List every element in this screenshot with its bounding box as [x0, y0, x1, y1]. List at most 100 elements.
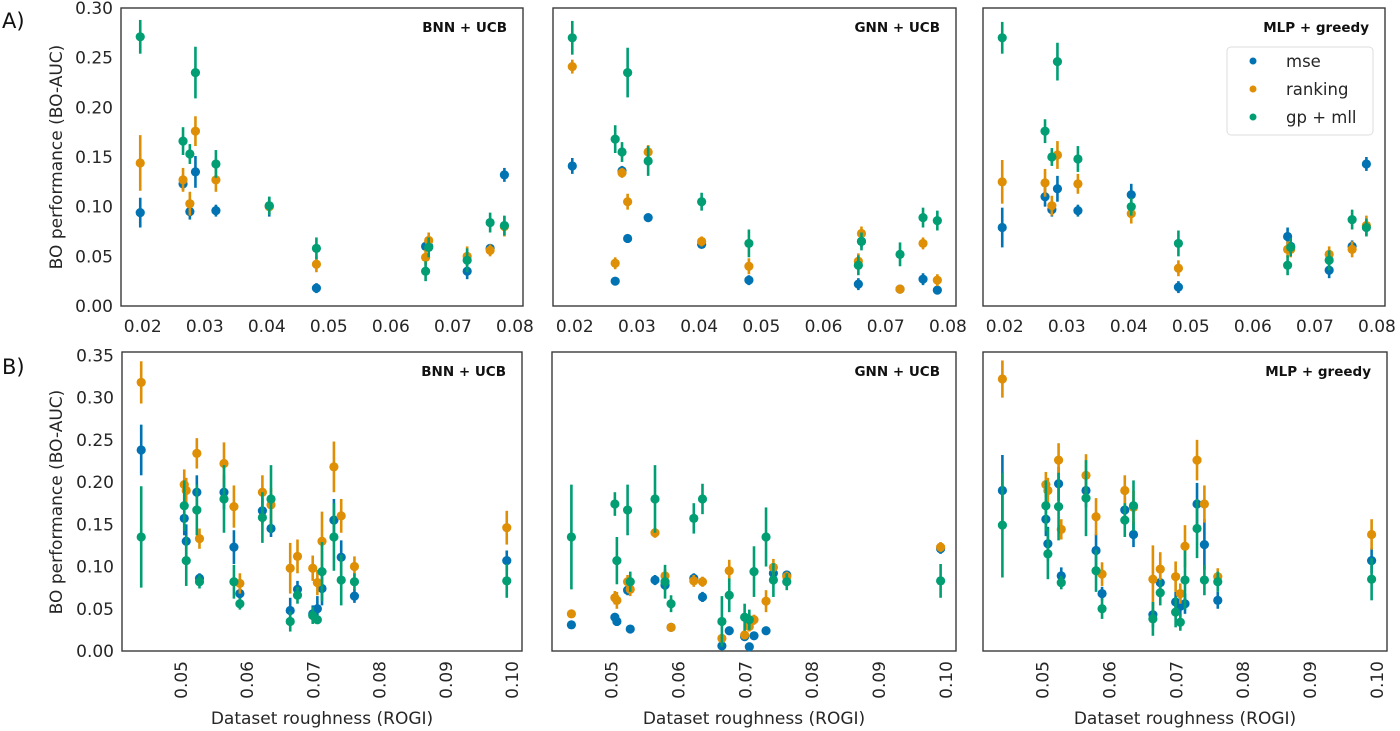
legend-box: [1226, 46, 1374, 136]
series-mse: [135, 156, 509, 294]
data-point: [697, 577, 708, 587]
data-point: [336, 511, 346, 521]
data-point: [257, 512, 267, 523]
series-gp-mll: [566, 465, 946, 647]
legend-label-ranking: ranking: [1286, 80, 1348, 99]
data-point: [312, 615, 322, 625]
data-point: [689, 576, 699, 586]
series-mse: [997, 455, 1377, 628]
data-point: [499, 220, 509, 231]
data-point: [1043, 549, 1053, 559]
y-tick-label: 0.10: [75, 198, 113, 218]
x-tick-label: 0.03: [618, 317, 656, 337]
data-point: [211, 159, 221, 169]
data-point: [617, 147, 627, 157]
data-point: [697, 197, 707, 207]
data-point: [610, 134, 620, 144]
data-point: [229, 501, 239, 512]
data-point: [266, 494, 276, 504]
x-tick-label: 0.07: [1167, 661, 1187, 699]
data-point: [285, 563, 295, 573]
data-point: [1052, 184, 1063, 194]
data-point: [1128, 501, 1139, 511]
series-gp-mll: [997, 460, 1377, 636]
data-point: [1040, 178, 1050, 188]
data-point: [610, 499, 620, 509]
data-point: [502, 523, 512, 533]
data-point: [724, 590, 734, 600]
data-point: [697, 236, 707, 247]
data-point: [1199, 539, 1209, 550]
data-point: [622, 505, 633, 515]
x-tick-label: 0.05: [172, 661, 192, 699]
data-point: [724, 626, 734, 636]
data-point: [178, 175, 188, 185]
series-gp-mll: [567, 20, 942, 276]
data-point: [181, 556, 191, 566]
data-point: [1173, 238, 1184, 249]
data-point: [190, 126, 201, 136]
data-point: [660, 577, 670, 587]
data-point: [623, 67, 633, 78]
legend-marker-mse: [1249, 57, 1257, 65]
x-tick-label: 0.06: [669, 661, 689, 699]
data-point: [136, 377, 146, 388]
data-point: [567, 161, 577, 171]
data-point: [623, 197, 633, 207]
data-point: [136, 445, 146, 455]
y-tick-label: 0.30: [76, 389, 114, 409]
series-mse: [566, 543, 946, 652]
data-point: [853, 260, 863, 270]
data-point: [1073, 206, 1083, 216]
data-point: [336, 575, 346, 585]
data-point: [895, 284, 905, 294]
y-tick-label: 0.00: [76, 642, 114, 662]
data-point: [666, 599, 676, 609]
data-point: [744, 615, 754, 625]
data-point: [219, 458, 229, 469]
data-point: [1180, 541, 1190, 551]
y-tick-label: 0.05: [75, 247, 113, 267]
data-point: [643, 212, 653, 223]
data-point: [1192, 455, 1202, 465]
y-tick-label: 0.20: [75, 98, 113, 118]
x-tick-label: 0.05: [1172, 317, 1210, 337]
x-tick-label: 0.10: [503, 661, 523, 699]
y-tick-label: 0.25: [75, 49, 113, 69]
data-point: [1081, 493, 1091, 503]
y-axis-label-top: BO performance (BO-AUC): [47, 45, 67, 270]
data-point: [666, 622, 676, 632]
data-point: [502, 576, 512, 586]
panel-mlp-greedy-b: 0.05 0.06 0.07 0.08 0.09 0.10 MLP + greedy: [982, 351, 1388, 699]
x-tick-label: 0.05: [742, 317, 780, 337]
plot-frame: [121, 351, 523, 652]
x-tick-label: 0.06: [805, 317, 843, 337]
data-point: [1180, 575, 1190, 585]
x-tick-label: 0.10: [1368, 661, 1388, 699]
series-gp-mll: [135, 19, 509, 282]
series-ranking: [135, 116, 509, 273]
x-tick-label: 0.03: [1048, 317, 1086, 337]
data-point: [1361, 222, 1371, 233]
data-point: [717, 616, 727, 627]
data-point: [1286, 242, 1296, 252]
data-point: [617, 168, 627, 178]
y-tick-label: 0.35: [76, 346, 114, 366]
data-point: [135, 158, 145, 168]
x-tick-label: 0.06: [1100, 661, 1120, 699]
data-point: [997, 374, 1007, 384]
data-point: [1171, 607, 1181, 617]
data-point: [856, 236, 867, 247]
x-tick-label: 0.08: [371, 661, 391, 699]
data-point: [311, 243, 322, 253]
data-point: [740, 630, 750, 640]
data-point: [1148, 574, 1158, 584]
series-mse: [567, 157, 942, 295]
data-point: [1367, 529, 1377, 540]
data-point: [285, 616, 295, 627]
x-axis-label-mlp: Dataset roughness (ROGI): [1074, 709, 1296, 729]
data-point: [190, 167, 201, 177]
data-point: [724, 566, 734, 576]
data-point: [1073, 179, 1083, 189]
data-point: [1155, 588, 1165, 598]
